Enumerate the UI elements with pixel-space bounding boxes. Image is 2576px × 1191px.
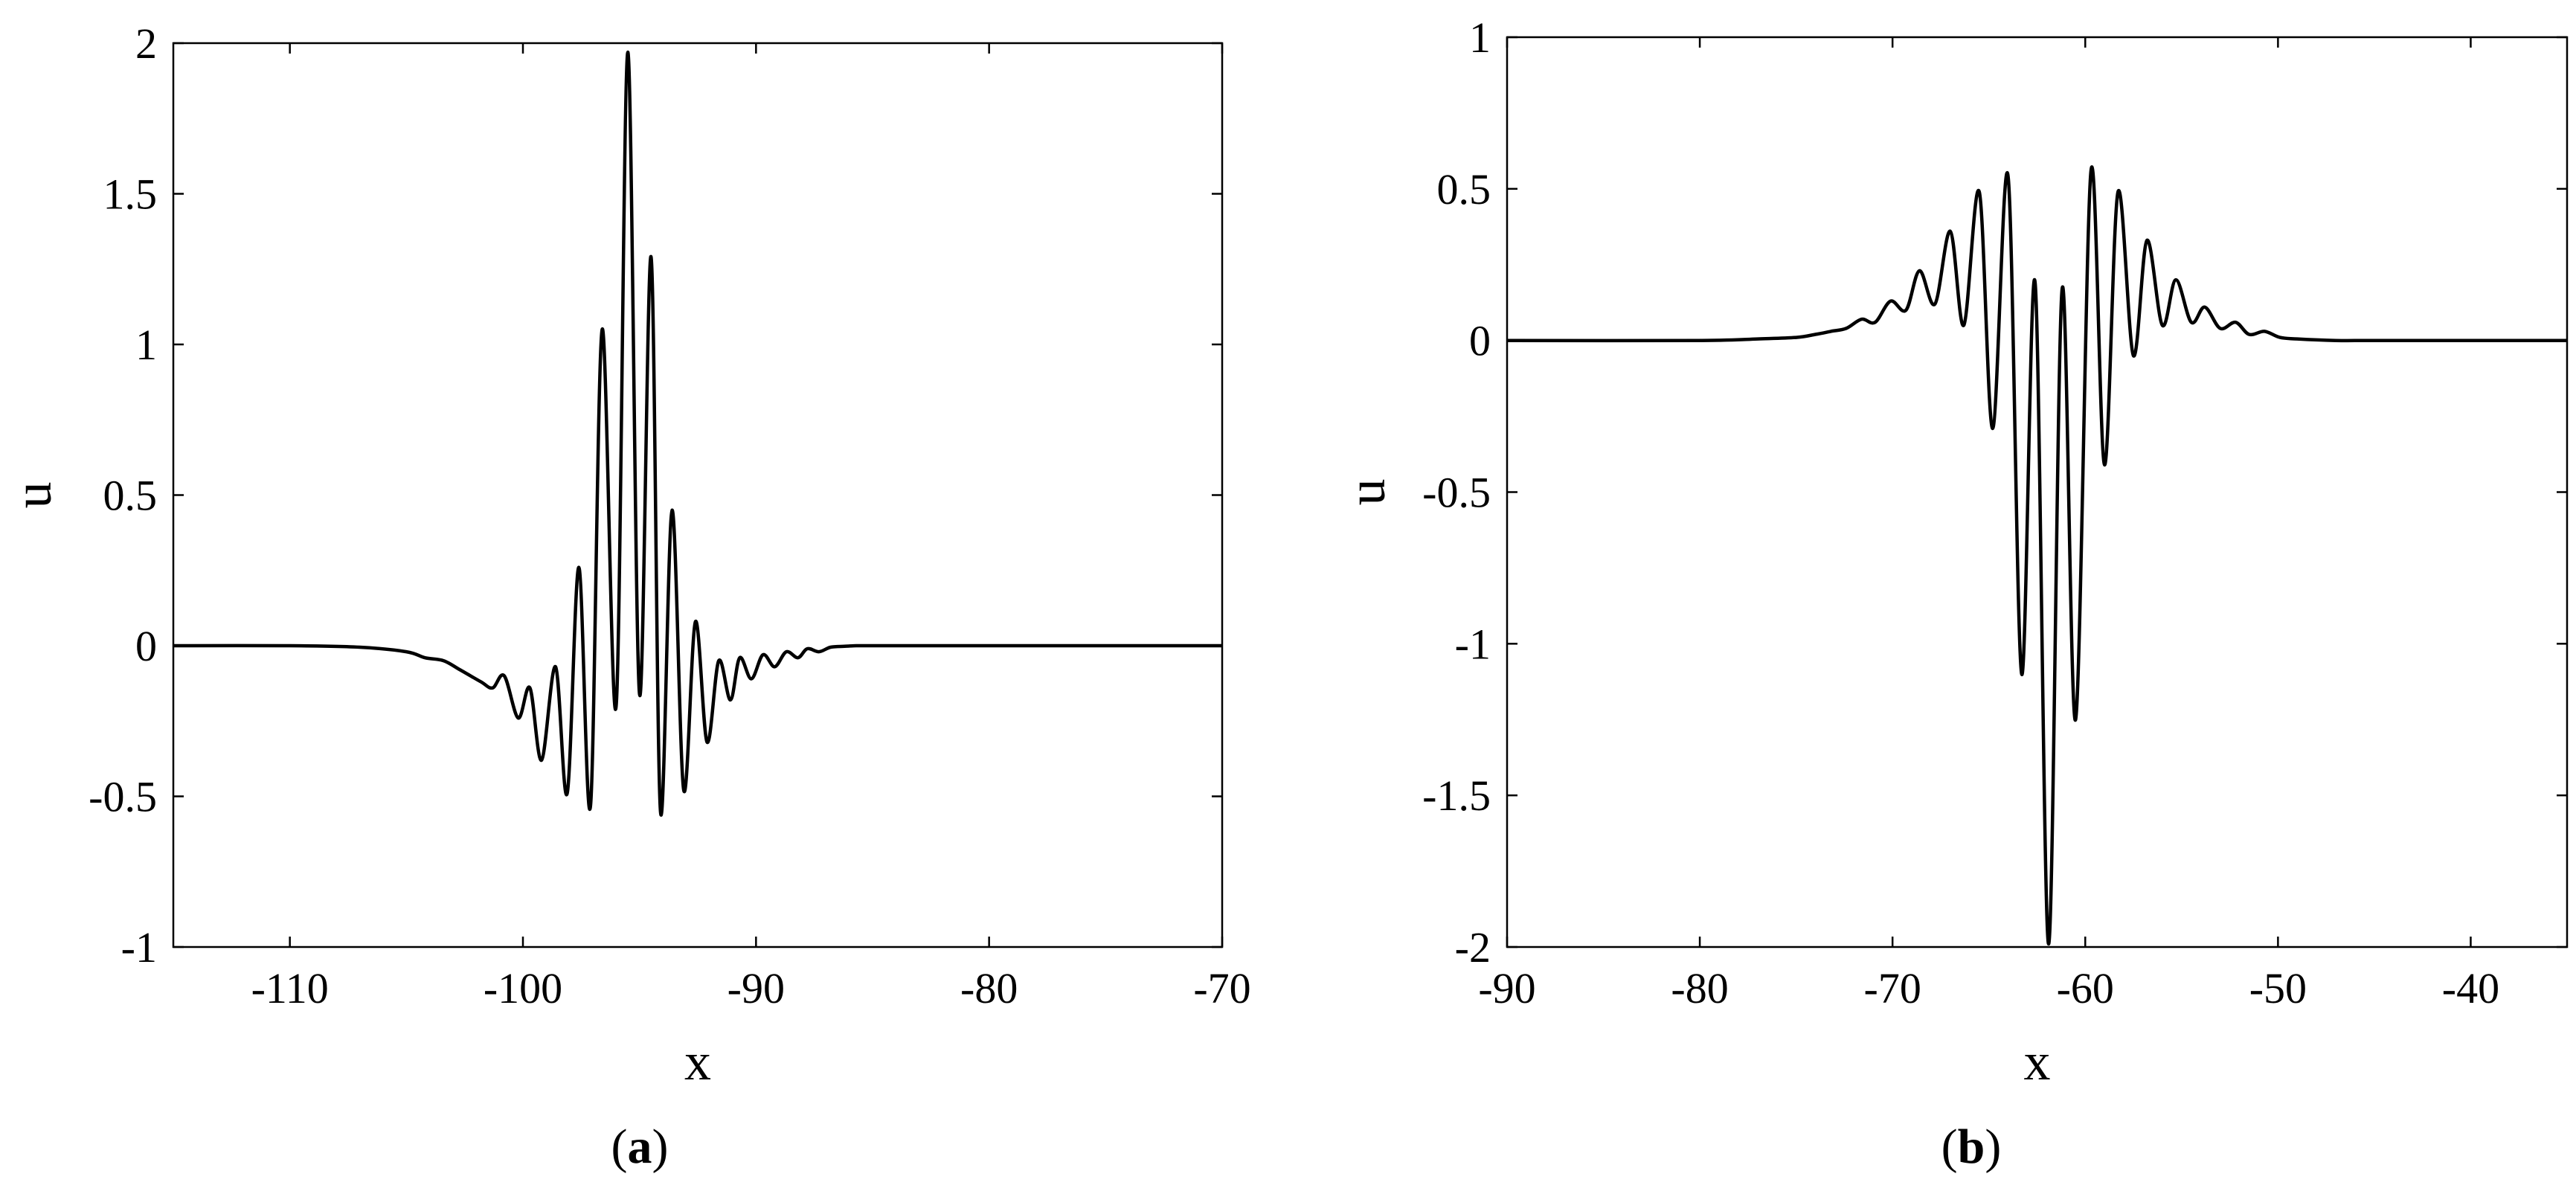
panel-caption-letter: b xyxy=(1958,1120,1985,1174)
y-tick-label: 0 xyxy=(135,622,157,670)
y-tick-label: -2 xyxy=(1455,923,1491,972)
panel-b: -90 -80 -70 -60 -50 -40 -2 -1.5 -1 -0.5 0 0.5 1 x u (b) xyxy=(1337,13,2569,1174)
x-tick-label: -80 xyxy=(960,964,1018,1012)
y-tick-label: -1 xyxy=(1455,620,1491,668)
y-tick-label: -1 xyxy=(121,923,157,972)
panel-caption: (a) xyxy=(611,1120,669,1174)
y-tick-label: -0.5 xyxy=(1422,469,1491,517)
x-tick-label: -40 xyxy=(2442,964,2499,1012)
y-tick-label: 1.5 xyxy=(103,170,158,219)
y-axis-label: u xyxy=(3,482,62,509)
panel-caption-letter: a xyxy=(628,1120,652,1174)
y-tick-label: 2 xyxy=(135,19,157,68)
x-axis-label: x xyxy=(684,1032,711,1091)
x-tick-label: -80 xyxy=(1671,964,1728,1012)
series-line xyxy=(173,50,1222,817)
y-tick-label: 1 xyxy=(1469,13,1491,62)
x-tick-label: -100 xyxy=(484,964,562,1012)
plot-frame xyxy=(172,42,1224,948)
plot-frame xyxy=(1506,36,2569,948)
y-tick-label: -1.5 xyxy=(1422,771,1491,820)
x-tick-label: -70 xyxy=(1193,964,1250,1012)
x-tick-label: -110 xyxy=(251,964,329,1012)
x-tick-label: -90 xyxy=(1478,964,1535,1012)
y-axis-label: u xyxy=(1337,479,1396,506)
series-line xyxy=(1506,165,2567,946)
y-tick-label: -0.5 xyxy=(89,773,157,821)
x-tick-label: -50 xyxy=(2249,964,2307,1012)
x-tick-label: -60 xyxy=(2057,964,2114,1012)
y-tick-label: 1 xyxy=(135,321,157,369)
x-tick-label: -70 xyxy=(1864,964,1921,1012)
y-tick-label: 0.5 xyxy=(1437,165,1491,214)
x-tick-label: -90 xyxy=(727,964,785,1012)
x-axis-label: x xyxy=(2024,1032,2051,1091)
y-tick-label: 0 xyxy=(1469,317,1491,365)
panel-a: -110 -100 -90 -80 -70 -1 -0.5 0 0.5 1 1.5 2 x u (a) xyxy=(3,19,1251,1174)
panel-caption: (b) xyxy=(1941,1120,2002,1174)
y-tick-label: 0.5 xyxy=(103,472,158,520)
